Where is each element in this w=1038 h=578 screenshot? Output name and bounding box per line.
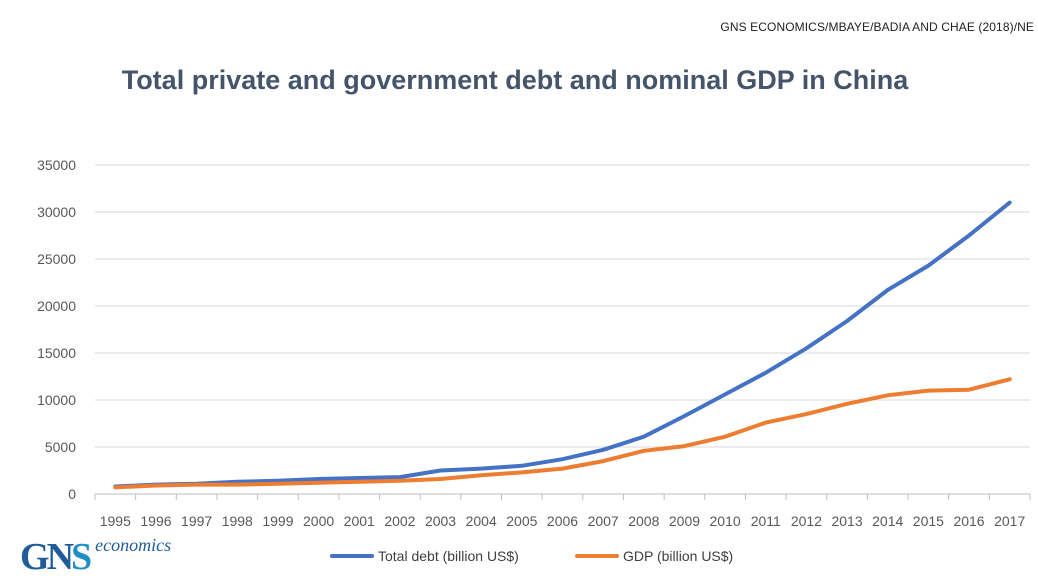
- legend-label-gdp: GDP (billion US$): [623, 548, 734, 564]
- x-tick-label: 2002: [384, 513, 415, 529]
- x-tick-label: 2016: [953, 513, 984, 529]
- x-tick-label: 1998: [222, 513, 253, 529]
- y-tick-label: 25000: [37, 251, 76, 267]
- x-tick-label: 2005: [506, 513, 537, 529]
- chart-title: Total private and government debt and no…: [121, 65, 909, 95]
- legend-label-total-debt: Total debt (billion US$): [378, 548, 519, 564]
- x-tick-label: 2007: [588, 513, 619, 529]
- x-tick-label: 2003: [425, 513, 456, 529]
- x-tick-label: 2010: [710, 513, 741, 529]
- x-axis-ticks: 1995 1996 1997 1998 1999 2000 2001 2002 2003 2004…: [94, 494, 1031, 529]
- x-tick-label: 2000: [303, 513, 334, 529]
- series-lines: [113, 200, 1012, 490]
- legend-item-total-debt: Total debt (billion US$): [330, 548, 519, 564]
- y-axis-ticks: 0 5000 10000 15000 20000 25000 30000 35000: [37, 157, 76, 502]
- x-tick-label: 2011: [751, 513, 781, 529]
- y-tick-label: 10000: [37, 392, 76, 408]
- series-line-gdp: [113, 377, 1012, 490]
- x-tick-label: 2001: [344, 513, 375, 529]
- series-line-total-debt: [113, 200, 1012, 489]
- source-label: GNS ECONOMICS/MBAYE/BADIA AND CHAE (2018…: [720, 20, 1034, 34]
- legend-item-gdp: GDP (billion US$): [575, 548, 733, 564]
- y-tick-label: 35000: [37, 157, 76, 173]
- x-tick-label: 2014: [872, 513, 903, 529]
- y-tick-label: 5000: [45, 439, 76, 455]
- y-tick-label: 0: [68, 486, 76, 502]
- x-tick-label: 2013: [831, 513, 862, 529]
- x-tick-label: 2004: [466, 513, 497, 529]
- x-tick-label: 1995: [100, 513, 131, 529]
- x-tick-label: 1999: [262, 513, 293, 529]
- x-tick-label: 2015: [913, 513, 944, 529]
- x-tick-label: 2009: [669, 513, 700, 529]
- gns-logo: GNS economics: [20, 532, 171, 576]
- logo-wordmark: economics: [95, 535, 172, 555]
- legend-swatch-total-debt: [330, 554, 374, 558]
- grid-lines: [95, 164, 1030, 495]
- legend-swatch-gdp: [575, 554, 619, 558]
- x-tick-label: 1996: [140, 513, 171, 529]
- y-tick-label: 15000: [37, 345, 76, 361]
- y-tick-label: 20000: [37, 298, 76, 314]
- x-tick-label: 2017: [994, 513, 1025, 529]
- y-tick-label: 30000: [37, 204, 76, 220]
- legend: Total debt (billion US$) GDP (billion US…: [0, 548, 1038, 572]
- x-tick-label: 2008: [628, 513, 659, 529]
- x-tick-label: 2006: [547, 513, 578, 529]
- x-tick-label: 2012: [791, 513, 822, 529]
- logo-mark: GNS: [20, 536, 92, 578]
- x-tick-label: 1997: [181, 513, 212, 529]
